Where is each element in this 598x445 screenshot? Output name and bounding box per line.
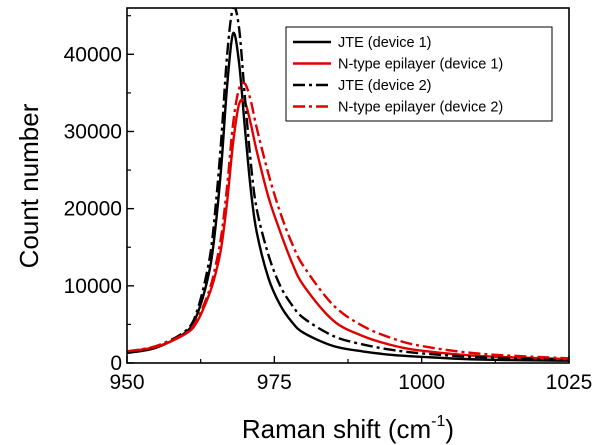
legend-label-4: N-type epilayer (device 2) xyxy=(338,100,503,116)
series-lines xyxy=(127,8,569,362)
series-line-3 xyxy=(127,8,569,361)
y-tick-label: 0 xyxy=(110,352,122,375)
y-tick-label: 20000 xyxy=(64,198,122,221)
legend-label-3: JTE (device 2) xyxy=(338,78,431,94)
x-axis-title-close: ) xyxy=(445,414,454,444)
x-axis-ticks: 950 975 1000 1025 xyxy=(109,356,592,394)
x-axis-title-sup: -1 xyxy=(431,413,445,430)
x-tick-label: 950 xyxy=(109,371,144,394)
y-axis-ticks: 0 10000 20000 30000 40000 xyxy=(64,15,134,375)
y-tick-label: 10000 xyxy=(64,275,122,298)
y-axis-title: Count number xyxy=(14,103,44,268)
legend: JTE (device 1) N-type epilayer (device 1)… xyxy=(285,26,553,122)
x-tick-label: 975 xyxy=(257,371,292,394)
x-tick-label: 1025 xyxy=(546,371,593,394)
legend-label-1: JTE (device 1) xyxy=(338,35,431,51)
y-tick-label: 30000 xyxy=(64,120,122,143)
y-tick-label: 40000 xyxy=(64,43,122,66)
legend-label-2: N-type epilayer (device 1) xyxy=(338,57,503,73)
x-axis-title-main: Raman shift (cm xyxy=(242,414,431,444)
series-line-4 xyxy=(127,81,569,360)
series-line-1 xyxy=(127,31,569,362)
x-tick-label: 1000 xyxy=(398,371,445,394)
x-axis-title: Raman shift (cm-1) xyxy=(242,413,454,444)
